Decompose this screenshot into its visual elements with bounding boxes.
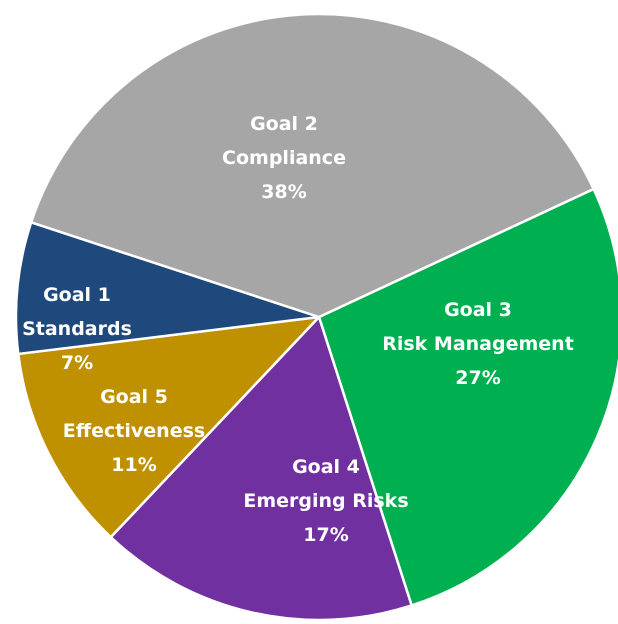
data-label-goal-1: Goal 1 Standards 7% xyxy=(22,284,132,374)
label-percent: 17% xyxy=(303,524,348,546)
label-goal: Goal 5 xyxy=(100,386,168,408)
data-label-goal-5: Goal 5 Effectiveness 11% xyxy=(63,386,205,476)
label-goal: Goal 1 xyxy=(43,284,111,306)
pie-slice-goal-4 xyxy=(109,315,413,622)
label-goal: Goal 2 xyxy=(250,113,318,135)
label-goal: Goal 4 xyxy=(292,456,360,478)
data-label-goal-2: Goal 2 Compliance 38% xyxy=(222,113,346,203)
label-name: Emerging Risks xyxy=(243,490,408,512)
label-name: Effectiveness xyxy=(63,420,205,442)
pie-labels: Goal 3 Risk Management 27% Goal 4 Emerging R… xyxy=(22,113,574,546)
label-percent: 27% xyxy=(455,367,500,389)
pie-slice-goal-2 xyxy=(29,12,595,319)
pie-slices xyxy=(14,12,618,622)
label-percent: 7% xyxy=(61,352,93,374)
pie-slice-goal-3 xyxy=(317,187,618,607)
label-goal: Goal 3 xyxy=(444,299,512,321)
label-name: Risk Management xyxy=(382,333,574,355)
pie-slice-goal-5 xyxy=(17,315,321,539)
label-percent: 38% xyxy=(261,181,306,203)
data-label-goal-4: Goal 4 Emerging Risks 17% xyxy=(243,456,408,546)
label-percent: 11% xyxy=(111,454,156,476)
label-name: Compliance xyxy=(222,147,346,169)
label-name: Standards xyxy=(22,318,132,340)
data-label-goal-3: Goal 3 Risk Management 27% xyxy=(382,299,574,389)
pie-slice-goal-1 xyxy=(14,221,321,356)
